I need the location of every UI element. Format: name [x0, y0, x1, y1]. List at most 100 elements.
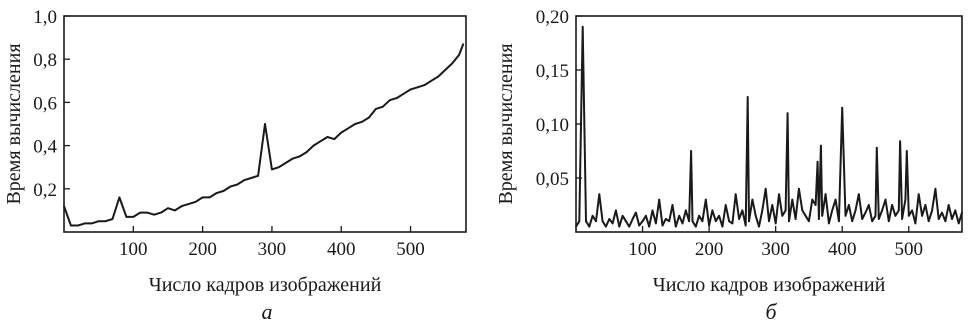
data-point-b-0-16 [628, 226, 630, 228]
data-point-b-0-102 [895, 215, 897, 217]
data-point-b-0-41 [708, 225, 710, 227]
data-point-b-0-34 [688, 220, 690, 222]
data-point-b-0-110 [915, 223, 917, 225]
data-point-b-0-60 [768, 220, 770, 222]
data-point-b-0-33 [685, 210, 687, 212]
data-point-a-0-28 [257, 175, 259, 177]
data-point-a-0-29 [264, 123, 266, 125]
data-point-b-0-42 [712, 210, 714, 212]
y-tick-label-a-1: 0,4 [33, 137, 57, 158]
data-point-a-0-39 [333, 138, 335, 140]
data-point-b-0-66 [787, 112, 789, 114]
data-point-b-0-27 [665, 218, 667, 220]
data-point-a-0-31 [278, 166, 280, 168]
data-point-a-0-13 [153, 214, 155, 216]
chart-panel-a: 100 200 300 400 500 0,2 0,4 0,6 0,8 1,0 Число кад… [3, 7, 466, 324]
series-line-a-0 [64, 44, 463, 225]
data-point-b-0-10 [608, 218, 610, 220]
data-point-b-0-104 [899, 140, 901, 142]
data-point-a-0-57 [458, 54, 460, 56]
data-point-a-0-3 [84, 223, 86, 225]
series-group-b [575, 26, 963, 228]
data-point-a-0-26 [243, 179, 245, 181]
data-point-a-0-16 [174, 210, 176, 212]
y-tick-label-a-2: 0,6 [33, 93, 57, 114]
data-point-b-0-108 [908, 215, 910, 217]
data-point-a-0-36 [313, 145, 315, 147]
data-point-b-0-83 [835, 199, 837, 201]
y-axis-title-a: Время вычисления [3, 43, 25, 204]
data-point-b-0-63 [778, 193, 780, 195]
data-point-b-0-112 [921, 215, 923, 217]
data-point-a-0-55 [444, 69, 446, 71]
data-point-b-0-76 [817, 161, 819, 163]
data-point-b-0-46 [725, 204, 727, 206]
data-point-b-0-115 [931, 210, 933, 212]
data-point-a-0-32 [285, 162, 287, 164]
data-point-a-0-24 [229, 186, 231, 188]
data-point-a-0-17 [181, 205, 183, 207]
data-point-b-0-29 [672, 204, 674, 206]
data-point-b-0-17 [632, 218, 634, 220]
data-point-b-0-103 [898, 210, 900, 212]
data-point-a-0-58 [462, 43, 464, 45]
data-point-a-0-42 [354, 123, 356, 125]
data-point-b-0-15 [625, 220, 627, 222]
y-tick-label-b-3: 0,20 [536, 7, 569, 28]
data-point-a-0-45 [375, 108, 377, 110]
data-point-b-0-120 [948, 204, 950, 206]
data-point-a-0-50 [410, 89, 412, 91]
x-tick-label-a-4: 500 [396, 239, 425, 260]
data-point-a-0-54 [437, 76, 439, 78]
data-point-a-0-20 [202, 197, 204, 199]
x-tick-label-b-2: 300 [761, 239, 790, 260]
data-point-b-0-106 [905, 199, 907, 201]
data-point-a-0-40 [340, 132, 342, 134]
data-point-b-0-7 [598, 193, 600, 195]
data-point-b-0-40 [705, 199, 707, 201]
y-tick-label-a-3: 0,8 [33, 50, 57, 71]
x-tick-label-b-3: 400 [828, 239, 857, 260]
data-point-b-0-99 [885, 199, 887, 201]
data-point-b-0-65 [785, 210, 787, 212]
series-group-a [63, 43, 464, 226]
x-tick-label-b-1: 200 [695, 239, 724, 260]
data-point-b-0-30 [675, 226, 677, 228]
data-point-a-0-7 [112, 218, 114, 220]
data-point-b-0-64 [781, 215, 783, 217]
data-point-b-0-50 [738, 218, 740, 220]
data-point-b-0-45 [722, 226, 724, 228]
data-point-b-0-111 [918, 193, 920, 195]
data-point-b-0-81 [828, 223, 830, 225]
data-point-b-0-74 [811, 199, 813, 201]
data-point-b-0-122 [954, 210, 956, 212]
data-point-a-0-14 [160, 212, 162, 214]
data-point-b-0-37 [695, 226, 697, 228]
data-point-b-0-124 [961, 212, 963, 214]
data-point-b-0-49 [735, 193, 737, 195]
data-point-b-0-4 [588, 226, 590, 228]
data-point-b-0-92 [865, 212, 867, 214]
data-point-b-0-96 [876, 147, 878, 149]
data-point-a-0-51 [417, 86, 419, 88]
data-point-a-0-0 [63, 205, 65, 207]
data-point-b-0-105 [901, 218, 903, 220]
data-point-b-0-36 [692, 220, 694, 222]
data-point-b-0-19 [638, 225, 640, 227]
data-point-a-0-33 [292, 158, 294, 160]
data-point-b-0-44 [718, 215, 720, 217]
x-tick-label-a-1: 200 [188, 239, 217, 260]
data-point-b-0-1 [578, 220, 580, 222]
data-point-b-0-56 [755, 215, 757, 217]
data-point-b-0-94 [871, 220, 873, 222]
data-point-b-0-23 [652, 210, 654, 212]
data-point-a-0-19 [195, 201, 197, 203]
data-point-b-0-59 [765, 188, 767, 190]
x-tick-label-b-0: 100 [628, 239, 657, 260]
data-point-a-0-21 [209, 197, 211, 199]
y-axis-title-b: Время вычисления [495, 43, 517, 204]
data-point-a-0-49 [403, 93, 405, 95]
data-point-b-0-35 [690, 150, 692, 152]
data-point-b-0-31 [678, 215, 680, 217]
data-point-a-0-12 [146, 212, 148, 214]
